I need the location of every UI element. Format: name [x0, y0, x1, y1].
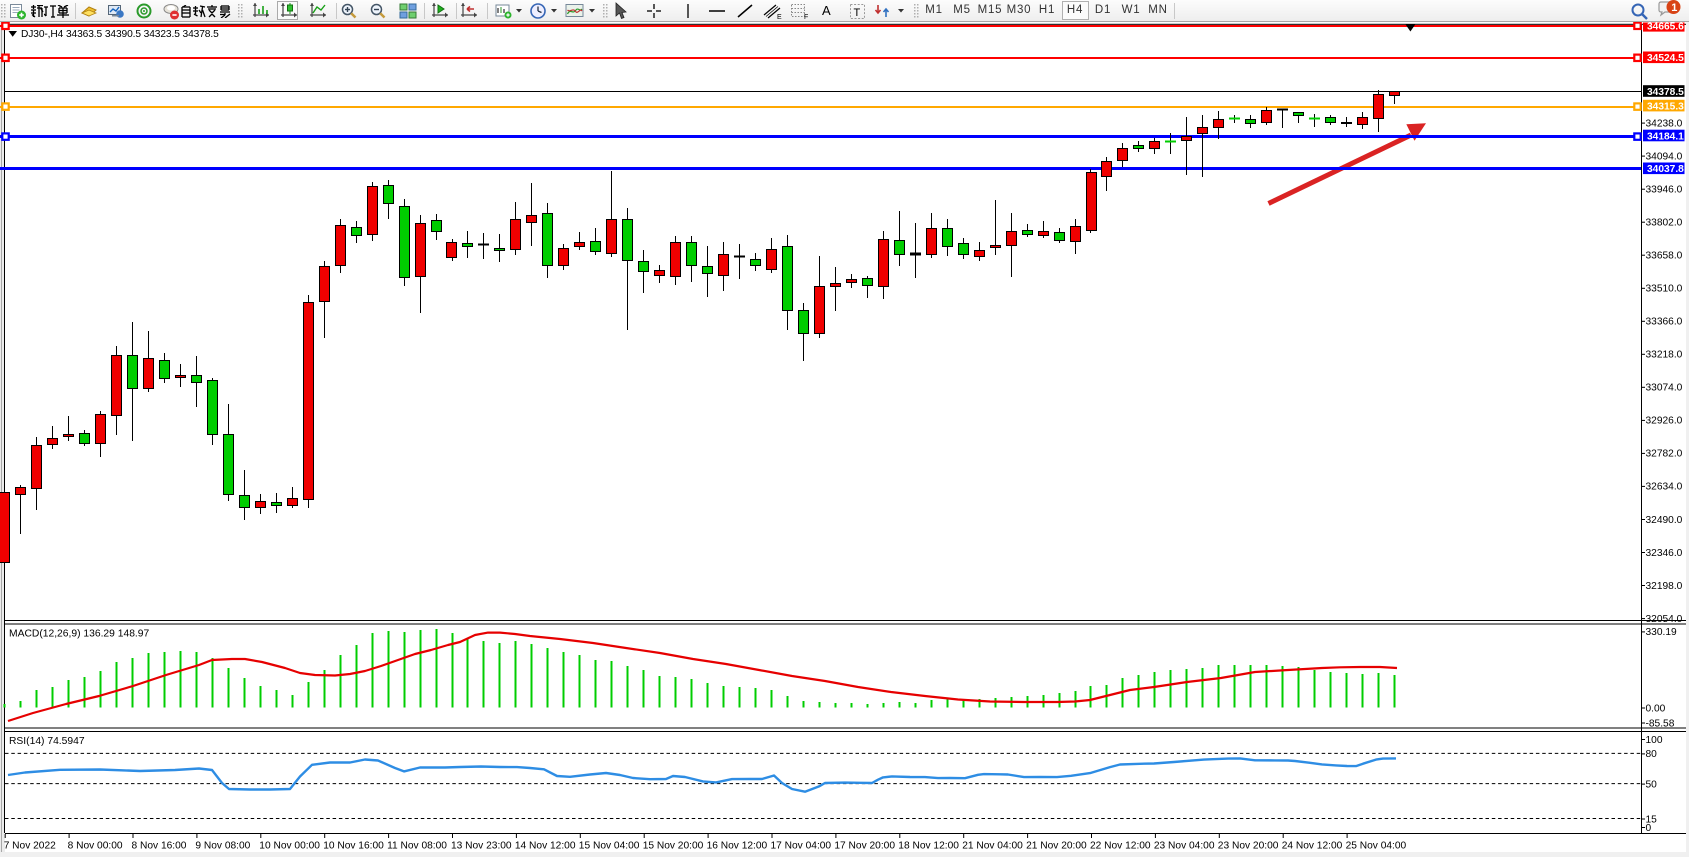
svg-text:8 Nov 00:00: 8 Nov 00:00 [68, 841, 123, 852]
svg-text:25 Nov 04:00: 25 Nov 04:00 [1346, 841, 1407, 852]
svg-text:33510.0: 33510.0 [1646, 284, 1683, 295]
svg-text:34094.0: 34094.0 [1646, 151, 1683, 162]
svg-text:17 Nov 20:00: 17 Nov 20:00 [834, 841, 895, 852]
svg-text:9 Nov 08:00: 9 Nov 08:00 [195, 841, 250, 852]
svg-text:0: 0 [1646, 823, 1652, 834]
svg-text:34037.8: 34037.8 [1647, 164, 1684, 175]
svg-text:RSI(14) 74.5947: RSI(14) 74.5947 [9, 736, 85, 747]
svg-text:22 Nov 12:00: 22 Nov 12:00 [1090, 841, 1151, 852]
svg-text:32782.0: 32782.0 [1646, 449, 1683, 460]
svg-text:T: T [854, 7, 861, 19]
svg-text:24 Nov 12:00: 24 Nov 12:00 [1282, 841, 1343, 852]
svg-text:16 Nov 12:00: 16 Nov 12:00 [707, 841, 768, 852]
svg-text:32926.0: 32926.0 [1646, 416, 1683, 427]
svg-text:0.00: 0.00 [1646, 703, 1666, 714]
svg-text:33658.0: 33658.0 [1646, 251, 1683, 262]
svg-text:100: 100 [1646, 735, 1663, 746]
svg-text:F: F [804, 14, 808, 20]
svg-text:330.19: 330.19 [1646, 627, 1677, 638]
svg-text:32346.0: 32346.0 [1646, 548, 1683, 559]
svg-text:32198.0: 32198.0 [1646, 581, 1683, 592]
svg-text:34238.0: 34238.0 [1646, 118, 1683, 129]
svg-text:18 Nov 12:00: 18 Nov 12:00 [898, 841, 959, 852]
svg-text:17 Nov 04:00: 17 Nov 04:00 [771, 841, 832, 852]
svg-text:E: E [777, 14, 782, 20]
svg-text:7 Nov 2022: 7 Nov 2022 [4, 841, 56, 852]
svg-text:33946.0: 33946.0 [1646, 185, 1683, 196]
svg-text:21 Nov 20:00: 21 Nov 20:00 [1026, 841, 1087, 852]
svg-text:MACD(12,26,9) 136.29 148.97: MACD(12,26,9) 136.29 148.97 [9, 629, 150, 640]
svg-text:14 Nov 12:00: 14 Nov 12:00 [515, 841, 576, 852]
svg-text:-85.58: -85.58 [1646, 718, 1675, 729]
svg-text:50: 50 [1646, 779, 1658, 790]
svg-text:15 Nov 20:00: 15 Nov 20:00 [643, 841, 704, 852]
svg-text:10 Nov 00:00: 10 Nov 00:00 [259, 841, 320, 852]
svg-text:33802.0: 33802.0 [1646, 218, 1683, 229]
svg-text:21 Nov 04:00: 21 Nov 04:00 [962, 841, 1023, 852]
svg-text:34378.5: 34378.5 [1647, 87, 1684, 98]
svg-text:13 Nov 23:00: 13 Nov 23:00 [451, 841, 512, 852]
svg-text:23 Nov 20:00: 23 Nov 20:00 [1218, 841, 1279, 852]
svg-text:1: 1 [1671, 2, 1677, 14]
svg-text:32634.0: 32634.0 [1646, 482, 1683, 493]
svg-text:23 Nov 04:00: 23 Nov 04:00 [1154, 841, 1215, 852]
svg-text:32490.0: 32490.0 [1646, 515, 1683, 526]
svg-text:11 Nov 08:00: 11 Nov 08:00 [387, 841, 447, 852]
svg-text:10 Nov 16:00: 10 Nov 16:00 [323, 841, 384, 852]
svg-text:34524.5: 34524.5 [1647, 53, 1684, 64]
svg-text:15: 15 [1646, 814, 1658, 825]
svg-text:34184.1: 34184.1 [1647, 131, 1684, 142]
svg-text:34315.3: 34315.3 [1647, 102, 1684, 113]
svg-text:DJ30-,H4 34363.5 34390.5 3432: DJ30-,H4 34363.5 34390.5 34323.5 34378.5 [21, 29, 219, 40]
svg-text:8 Nov 16:00: 8 Nov 16:00 [132, 841, 187, 852]
svg-text:33074.0: 33074.0 [1646, 383, 1683, 394]
svg-text:34665.6: 34665.6 [1647, 22, 1684, 33]
svg-text:32054.0: 32054.0 [1646, 614, 1683, 625]
svg-text:33366.0: 33366.0 [1646, 317, 1683, 328]
svg-text:80: 80 [1646, 749, 1658, 760]
svg-text:15 Nov 04:00: 15 Nov 04:00 [579, 841, 640, 852]
svg-text:33218.0: 33218.0 [1646, 350, 1683, 361]
